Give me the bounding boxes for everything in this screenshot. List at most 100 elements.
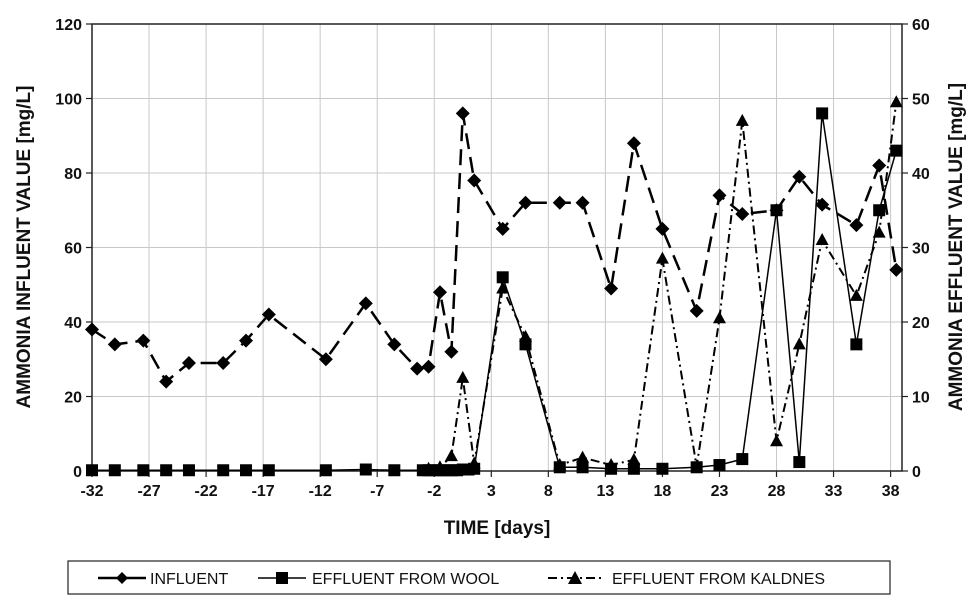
data-point-effluent-from-wool (736, 453, 749, 466)
data-point-influent (518, 195, 533, 210)
data-point-effluent-from-wool (388, 464, 401, 477)
data-point-influent (432, 285, 447, 300)
triangle-marker-icon (568, 571, 582, 584)
data-point-effluent-from-wool (873, 204, 886, 217)
x-axis-title: TIME [days] (444, 518, 551, 539)
data-point-influent (689, 303, 704, 318)
x-tick-label: 28 (768, 483, 786, 500)
data-point-influent (849, 218, 864, 233)
data-point-effluent-from-kaldnes (735, 113, 749, 126)
y-left-tick-label: 0 (73, 464, 82, 481)
legend-box (67, 560, 891, 595)
legend-item-kaldnes: EFFLUENT FROM KALDNES (548, 571, 825, 588)
data-point-effluent-from-kaldnes (433, 460, 447, 473)
data-point-influent (495, 221, 510, 236)
data-point-influent (712, 188, 727, 203)
y-right-tick-label: 20 (912, 315, 930, 332)
data-point-influent (792, 169, 807, 184)
data-point-effluent-from-wool (816, 107, 829, 120)
data-point-effluent-from-wool (713, 459, 726, 472)
axis-layer: -32 -27 -22 -17 -12 -7 -2 3 8 13 18 23 28 33 380204060… (55, 17, 930, 500)
data-point-effluent-from-wool (217, 464, 230, 477)
data-point-influent (159, 374, 174, 389)
data-point-influent (655, 221, 670, 236)
data-point-effluent-from-wool (160, 464, 173, 477)
data-point-effluent-from-kaldnes (792, 337, 806, 350)
legend-item-influent: INFLUENT (98, 571, 228, 588)
x-tick-label: -7 (370, 483, 384, 500)
diamond-marker-icon (116, 572, 128, 584)
y-right-tick-label: 10 (912, 390, 930, 407)
data-point-effluent-from-kaldnes (553, 458, 567, 471)
data-point-effluent-from-kaldnes (815, 233, 829, 246)
data-point-influent (318, 352, 333, 367)
data-point-influent (387, 337, 402, 352)
data-point-influent (85, 322, 99, 337)
data-point-influent (467, 173, 482, 188)
data-point-effluent-from-wool (890, 144, 903, 157)
data-point-effluent-from-kaldnes (849, 288, 863, 301)
series-layer (85, 95, 904, 477)
data-point-effluent-from-kaldnes (872, 225, 886, 238)
legend-label-influent: INFLUENT (150, 571, 228, 588)
data-point-influent (107, 337, 122, 352)
x-tick-label: -17 (252, 483, 275, 500)
y-axis-right-title: AMMONIA EFFLUENT VALUE [mg/L] (946, 83, 967, 411)
data-point-effluent-from-kaldnes (456, 370, 470, 383)
x-tick-label: -12 (309, 483, 332, 500)
y-left-tick-label: 120 (55, 17, 82, 34)
label-layer: TIME [days] AMMONIA INFLUENT VALUE [mg/L… (14, 83, 967, 539)
data-point-effluent-from-wool (319, 464, 332, 477)
data-point-effluent-from-wool (108, 464, 121, 477)
data-point-influent (604, 281, 619, 296)
data-point-effluent-from-kaldnes (690, 459, 704, 472)
x-tick-label: 33 (825, 483, 843, 500)
x-tick-label: -27 (137, 483, 160, 500)
series-line-effluent-from-wool (92, 112, 898, 472)
data-point-influent (735, 206, 750, 221)
data-point-influent (575, 195, 590, 210)
legend-item-wool: EFFLUENT FROM WOOL (258, 571, 499, 588)
data-point-effluent-from-wool (359, 463, 372, 476)
x-tick-label: 3 (487, 483, 496, 500)
x-tick-label: -32 (80, 483, 103, 500)
data-point-effluent-from-kaldnes (604, 458, 618, 471)
x-tick-label: 13 (596, 483, 614, 500)
data-point-influent (358, 296, 373, 311)
data-point-effluent-from-kaldnes (712, 311, 726, 324)
y-right-tick-label: 0 (912, 464, 921, 481)
data-point-effluent-from-wool (137, 464, 150, 477)
data-point-effluent-from-kaldnes (496, 281, 510, 294)
x-tick-label: 8 (544, 483, 553, 500)
square-marker-icon (276, 572, 288, 584)
y-right-tick-label: 30 (912, 241, 930, 258)
legend: INFLUENT EFFLUENT FROM WOOL EFFLUENT FRO… (67, 560, 891, 595)
data-point-effluent-from-kaldnes (576, 450, 590, 463)
y-right-tick-label: 50 (912, 92, 930, 109)
x-tick-label: 38 (882, 483, 900, 500)
data-point-influent (815, 197, 830, 212)
data-point-influent (552, 195, 567, 210)
y-right-tick-label: 60 (912, 17, 930, 34)
y-left-tick-label: 80 (64, 166, 82, 183)
data-point-effluent-from-kaldnes (889, 95, 903, 108)
x-tick-label: -22 (195, 483, 218, 500)
data-point-effluent-from-kaldnes (770, 434, 784, 447)
data-point-effluent-from-wool (240, 464, 253, 477)
y-axis-left-title: AMMONIA INFLUENT VALUE [mg/L] (14, 86, 35, 409)
data-point-effluent-from-kaldnes (655, 251, 669, 264)
data-point-influent (181, 355, 196, 370)
data-point-effluent-from-kaldnes (467, 456, 481, 469)
x-tick-label: 18 (654, 483, 672, 500)
data-point-influent (444, 344, 459, 359)
data-point-influent (889, 262, 904, 277)
data-point-influent (421, 359, 436, 374)
series-line-influent (91, 112, 898, 383)
legend-label-kaldnes: EFFLUENT FROM KALDNES (612, 571, 825, 588)
data-point-effluent-from-wool (656, 462, 669, 475)
y-left-tick-label: 40 (64, 315, 82, 332)
x-tick-label: -2 (427, 483, 441, 500)
data-point-influent (872, 158, 887, 173)
